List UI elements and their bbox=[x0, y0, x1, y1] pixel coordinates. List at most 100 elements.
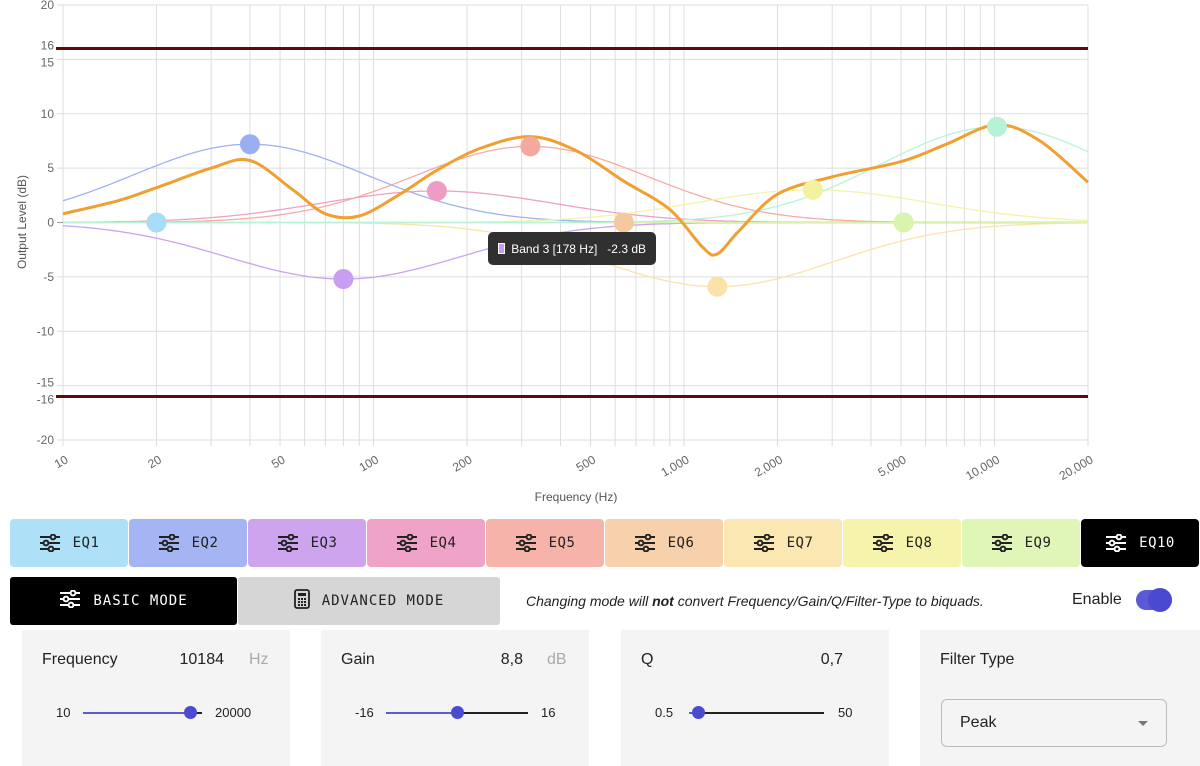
frequency-slider-thumb[interactable] bbox=[184, 706, 197, 719]
eq-tab-label: EQ4 bbox=[429, 535, 457, 551]
x-tick-label: 10 bbox=[52, 452, 71, 471]
eq-tab-3[interactable]: EQ3 bbox=[248, 519, 366, 567]
gain-label: Gain bbox=[341, 651, 375, 668]
filter-type-value: Peak bbox=[960, 714, 997, 731]
gain-unit: dB bbox=[547, 651, 567, 668]
x-axis-title: Frequency (Hz) bbox=[535, 490, 618, 504]
mode-note-bold: not bbox=[652, 593, 674, 609]
eq-tab-label: EQ10 bbox=[1139, 535, 1175, 551]
eq-tab-5[interactable]: EQ5 bbox=[486, 519, 604, 567]
band-handle[interactable] bbox=[707, 276, 728, 297]
mode-row: BASIC MODE ADVANCED MODE Changing mode w… bbox=[10, 577, 1200, 625]
x-tick-label: 5,000 bbox=[876, 452, 909, 479]
gain-slider-rest[interactable] bbox=[457, 712, 528, 714]
frequency-slider-track[interactable] bbox=[83, 712, 196, 714]
eq-tab-7[interactable]: EQ7 bbox=[724, 519, 842, 567]
eq-tab-label: EQ6 bbox=[667, 535, 695, 551]
caret-down-icon bbox=[1138, 721, 1148, 726]
x-tick-label: 100 bbox=[357, 452, 382, 474]
basic-mode-button[interactable]: BASIC MODE bbox=[10, 577, 237, 625]
gain-min: -16 bbox=[355, 705, 374, 720]
eq-tab-6[interactable]: EQ6 bbox=[605, 519, 723, 567]
eq-tab-10[interactable]: EQ10 bbox=[1081, 519, 1199, 567]
band-handle[interactable] bbox=[520, 136, 541, 157]
frequency-max: 20000 bbox=[215, 705, 252, 720]
x-tick-label: 20,000 bbox=[1057, 452, 1096, 483]
band-handle[interactable] bbox=[802, 179, 823, 200]
tooltip-color-swatch bbox=[498, 243, 506, 254]
frequency-unit: Hz bbox=[249, 651, 269, 668]
mode-note-after: convert Frequency/Gain/Q/Filter-Type to … bbox=[673, 593, 984, 609]
band-handle[interactable] bbox=[146, 212, 167, 233]
q-value[interactable]: 0,7 bbox=[820, 651, 843, 668]
filter-type-select[interactable]: Peak bbox=[941, 699, 1167, 747]
advanced-mode-button[interactable]: ADVANCED MODE bbox=[238, 577, 500, 625]
band-handle[interactable] bbox=[239, 134, 260, 155]
gain-panel: Gain 8,8 dB -16 16 bbox=[321, 630, 589, 766]
sliders-icon bbox=[1105, 534, 1127, 552]
sliders-icon bbox=[634, 534, 656, 552]
eq-tab-2[interactable]: EQ2 bbox=[129, 519, 247, 567]
q-min: 0.5 bbox=[655, 705, 674, 720]
y-tick-label: -16 bbox=[37, 393, 55, 407]
gain-slider-track[interactable] bbox=[386, 712, 457, 714]
band-curve bbox=[62, 143, 1088, 224]
band-handle[interactable] bbox=[986, 116, 1007, 137]
eq-tab-4[interactable]: EQ4 bbox=[367, 519, 485, 567]
eq-tab-label: EQ2 bbox=[191, 535, 219, 551]
sliders-icon bbox=[991, 534, 1013, 552]
y-axis-title: Output Level (dB) bbox=[15, 175, 29, 269]
band-handle[interactable] bbox=[893, 212, 914, 233]
sliders-icon bbox=[515, 534, 537, 552]
y-tick-label: 20 bbox=[41, 0, 55, 12]
band-handle[interactable] bbox=[426, 180, 447, 201]
band-tooltip: Band 3 [178 Hz] -2.3 dB bbox=[488, 232, 656, 265]
tooltip-text: Band 3 [178 Hz] -2.3 dB bbox=[511, 241, 646, 256]
sliders-icon bbox=[872, 534, 894, 552]
filter-type-panel: Filter Type Peak bbox=[920, 630, 1200, 766]
band-handle[interactable] bbox=[613, 212, 634, 233]
advanced-mode-label: ADVANCED MODE bbox=[321, 593, 445, 609]
x-tick-label: 2,000 bbox=[752, 452, 785, 479]
calculator-icon bbox=[293, 589, 310, 613]
sliders-icon bbox=[277, 534, 299, 552]
y-tick-label: -5 bbox=[43, 270, 54, 284]
frequency-value[interactable]: 10184 bbox=[179, 651, 225, 668]
y-tick-label: -20 bbox=[37, 433, 55, 447]
y-tick-label: -10 bbox=[37, 324, 55, 338]
q-slider-rest[interactable] bbox=[698, 712, 824, 714]
y-tick-label: 10 bbox=[41, 107, 55, 121]
x-tick-label: 1,000 bbox=[659, 452, 692, 479]
q-label: Q bbox=[641, 651, 654, 668]
enable-control: Enable bbox=[1072, 588, 1172, 612]
x-tick-label: 500 bbox=[574, 452, 599, 474]
eq-chart[interactable]: 20 16 15 10 5 0 -5 -10 -15 -16 -20 10 20 50 100 200 500 1… bbox=[0, 0, 1200, 512]
x-tick-label: 20 bbox=[145, 452, 164, 471]
eq-tab-9[interactable]: EQ9 bbox=[962, 519, 1080, 567]
sliders-icon bbox=[396, 534, 418, 552]
frequency-label: Frequency bbox=[42, 651, 118, 668]
eq-tab-8[interactable]: EQ8 bbox=[843, 519, 961, 567]
eq-tab-label: EQ9 bbox=[1024, 535, 1052, 551]
frequency-slider-rest[interactable] bbox=[196, 712, 202, 714]
y-tick-label: 15 bbox=[41, 55, 55, 69]
q-panel: Q 0,7 0.5 50 bbox=[621, 630, 889, 766]
enable-toggle[interactable] bbox=[1135, 588, 1172, 612]
sliders-icon bbox=[753, 534, 775, 552]
filter-type-label: Filter Type bbox=[940, 651, 1015, 668]
q-slider-thumb[interactable] bbox=[692, 706, 705, 719]
band-handle[interactable] bbox=[333, 269, 354, 290]
gain-value[interactable]: 8,8 bbox=[500, 651, 523, 668]
y-tick-label: 5 bbox=[47, 161, 54, 175]
band-curve bbox=[63, 145, 1088, 224]
y-tick-label: -15 bbox=[37, 376, 55, 390]
y-tick-label: 16 bbox=[41, 39, 55, 53]
gain-slider-thumb[interactable] bbox=[451, 706, 464, 719]
x-tick-label: 200 bbox=[450, 452, 475, 474]
eq-tab-label: EQ7 bbox=[786, 535, 814, 551]
eq-band-tabs: EQ1 EQ2 EQ3 EQ4 EQ5 EQ6 EQ7 EQ8 EQ9 EQ10 bbox=[10, 519, 1200, 567]
eq-tab-1[interactable]: EQ1 bbox=[10, 519, 128, 567]
combined-response-curve bbox=[62, 123, 1089, 257]
sliders-icon bbox=[59, 589, 81, 612]
